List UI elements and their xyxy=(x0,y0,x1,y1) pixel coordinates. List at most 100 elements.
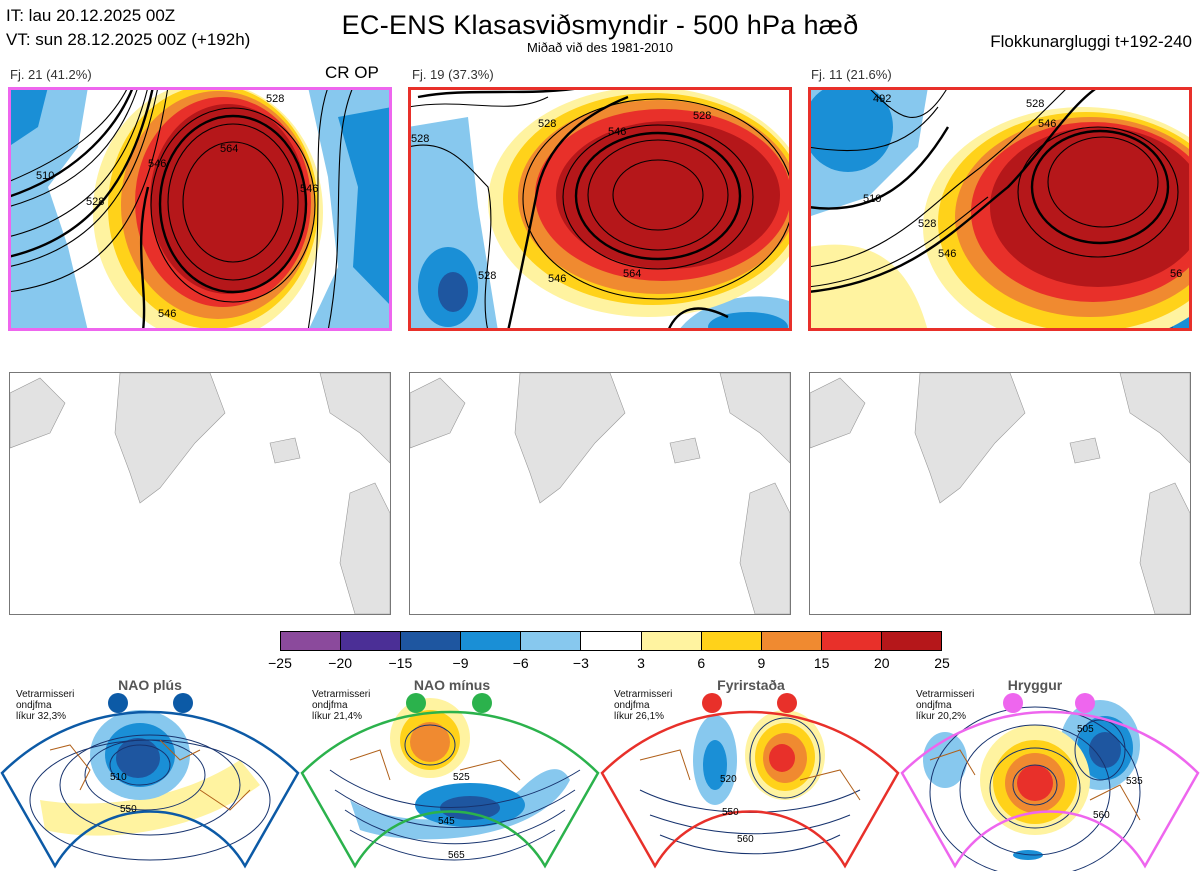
contour-label: 550 xyxy=(722,807,739,818)
regime-3-title: Fyrirstaða xyxy=(717,677,785,693)
colorbar-cell xyxy=(821,632,882,650)
colorbar-cell xyxy=(401,632,462,650)
contour-label: 546 xyxy=(548,273,566,285)
regime-4-title: Hryggur xyxy=(1007,677,1063,693)
regime-1-title: NAO plús xyxy=(118,677,182,693)
contour-label: 546 xyxy=(1038,118,1056,130)
contour-label: 505 xyxy=(1077,724,1094,735)
contour-label: 546 xyxy=(938,248,956,260)
contour-label: 510 xyxy=(110,772,127,783)
contour-label: 564 xyxy=(623,268,641,280)
cluster-2-label: Fj. 19 (37.3%) xyxy=(412,67,494,82)
regime-4-outline xyxy=(900,710,1200,869)
contour-label: 528 xyxy=(918,218,936,230)
page-subtitle: Miðað við des 1981-2010 xyxy=(527,40,673,55)
contour-label: 528 xyxy=(538,118,556,130)
contour-label: 510 xyxy=(36,170,54,182)
regime-2-marker-right xyxy=(472,693,492,713)
regime-2-marker-left xyxy=(406,693,426,713)
contour-label: 525 xyxy=(453,772,470,783)
colorbar-cell xyxy=(461,632,522,650)
colorbar-cell xyxy=(281,632,342,650)
colorbar-tick-label: −20 xyxy=(328,655,353,671)
regime-maps: 510 550 525 545 565 xyxy=(0,693,1200,871)
blank-map-1 xyxy=(9,372,391,615)
regime-3-outline xyxy=(600,710,900,869)
colorbar-tick-label: 3 xyxy=(637,655,645,671)
colorbar-tick-label: −3 xyxy=(572,655,589,671)
colorbar-tick-label: −25 xyxy=(268,655,292,671)
regime-1-map: 510 550 xyxy=(0,693,300,869)
contour-label: 560 xyxy=(1093,810,1110,821)
colorbar-tick-label: 9 xyxy=(757,655,766,671)
regime-1-note: Vetrarmisseri ondjfma líkur 32,3% xyxy=(16,689,75,722)
cluster-map-1: 510 528 546 564 528 546 546 xyxy=(8,87,392,331)
cluster-2-border xyxy=(408,87,792,331)
regime-3-marker-right xyxy=(777,693,797,713)
contour-label: 528 xyxy=(693,110,711,122)
regime-3-note: Vetrarmisseri ondjfma líkur 26,1% xyxy=(614,689,673,722)
contour-label: 528 xyxy=(1026,98,1044,110)
contour-label: 535 xyxy=(1126,776,1143,787)
regime-1-outline xyxy=(0,710,300,869)
colorbar-cell xyxy=(581,632,642,650)
colorbar-cell xyxy=(341,632,402,650)
regime-2-map: 525 545 565 xyxy=(300,693,600,869)
contour-label: 56 xyxy=(1170,268,1182,280)
cluster-1-label: Fj. 21 (41.2%) xyxy=(10,67,92,82)
cluster-map-3: 492 528 546 510 528 546 56 xyxy=(808,87,1192,331)
regime-1-marker-left xyxy=(108,693,128,713)
contour-label: 528 xyxy=(478,270,496,282)
contour-label: 550 xyxy=(120,804,137,815)
contour-label: 528 xyxy=(411,133,429,145)
colorbar-tick-label: −15 xyxy=(388,655,413,671)
cluster-3-border xyxy=(808,87,1192,331)
page-title: EC-ENS Klasasviðsmyndir - 500 hPa hæð xyxy=(341,10,859,40)
regime-4-marker-left xyxy=(1003,693,1023,713)
regime-3-map: 520 550 560 xyxy=(600,693,900,869)
contour-label: 528 xyxy=(86,196,104,208)
regime-4-marker-right xyxy=(1075,693,1095,713)
regime-1-marker-right xyxy=(173,693,193,713)
contour-label: 546 xyxy=(158,308,176,320)
contour-label: 510 xyxy=(863,193,881,205)
contour-label: 528 xyxy=(266,93,284,105)
colorbar-cell xyxy=(521,632,582,650)
regime-4-note: Vetrarmisseri ondjfma líkur 20,2% xyxy=(916,689,975,722)
colorbar-tick-label: 20 xyxy=(874,655,890,671)
contour-label: 565 xyxy=(448,850,465,861)
colorbar-cell xyxy=(761,632,822,650)
colorbar-tick-label: −9 xyxy=(452,655,469,671)
initial-time: IT: lau 20.12.2025 00Z xyxy=(6,6,176,25)
contour-label: 546 xyxy=(300,183,318,195)
colorbar-tick-label: 15 xyxy=(813,655,830,671)
colorbar xyxy=(280,631,942,651)
regime-2-title: NAO mínus xyxy=(413,677,491,693)
cluster-map-2: 528 546 528 546 564 528 528 xyxy=(408,87,792,331)
contour-label: 564 xyxy=(220,143,238,155)
colorbar-cell xyxy=(641,632,702,650)
contour-label: 492 xyxy=(873,93,891,105)
contour-label: 545 xyxy=(438,816,455,827)
regime-2-note: Vetrarmisseri ondjfma líkur 21,4% xyxy=(312,689,371,722)
regime-2-outline xyxy=(300,710,600,869)
contour-label: 546 xyxy=(608,126,626,138)
cluster-1-extra: CR OP xyxy=(325,63,379,82)
contour-label: 520 xyxy=(720,774,737,785)
blank-map-3 xyxy=(809,372,1191,615)
contour-label: 546 xyxy=(148,158,166,170)
cluster-3-label: Fj. 11 (21.6%) xyxy=(811,67,892,82)
colorbar-cell xyxy=(701,632,762,650)
window-label: Flokkunargluggi t+192-240 xyxy=(990,32,1192,51)
colorbar-tick-label: −6 xyxy=(512,655,529,671)
colorbar-tick-label: 25 xyxy=(934,655,950,671)
regime-3-marker-left xyxy=(702,693,722,713)
blank-map-2 xyxy=(409,372,791,615)
colorbar-ticks: −25 −20 −15 −9 −6 −3 3 6 9 15 20 25 xyxy=(268,655,950,675)
regime-4-map: 505 535 560 xyxy=(900,693,1200,871)
colorbar-tick-label: 6 xyxy=(697,655,706,671)
colorbar-cell xyxy=(881,632,942,650)
contour-label: 560 xyxy=(737,834,754,845)
cluster-1-border xyxy=(8,87,392,331)
valid-time: VT: sun 28.12.2025 00Z (+192h) xyxy=(6,30,251,49)
